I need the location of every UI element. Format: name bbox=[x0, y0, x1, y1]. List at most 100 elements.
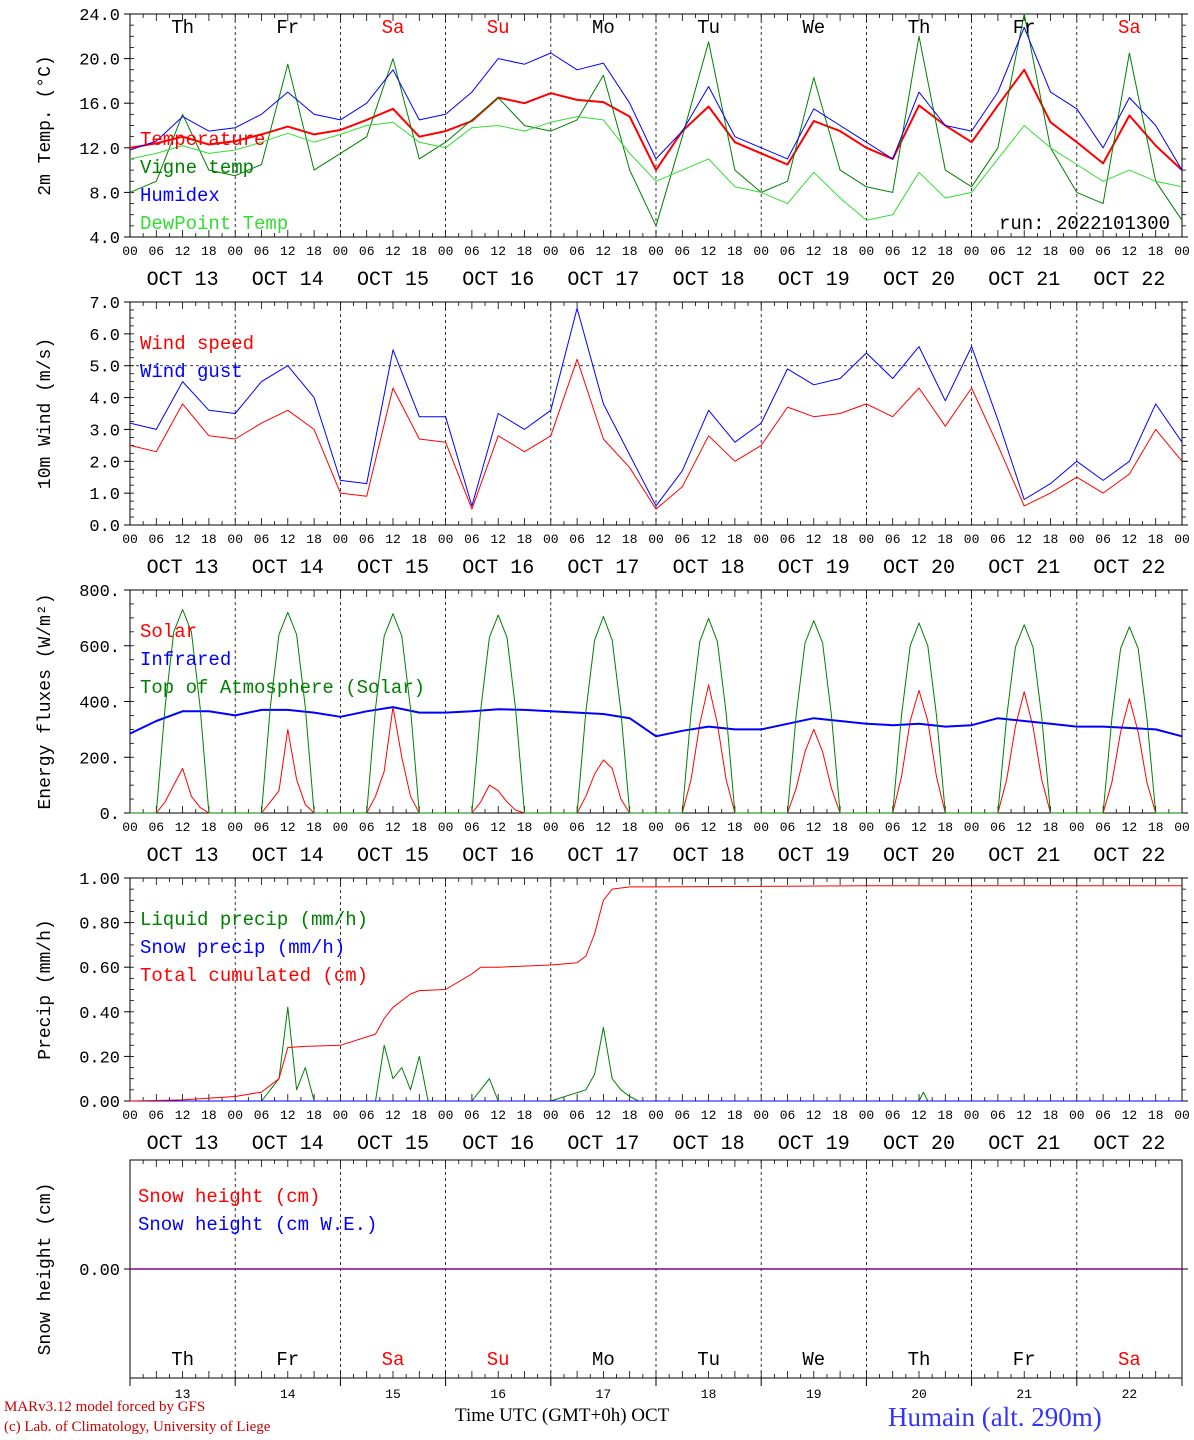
hour-tick-label: 12 bbox=[1016, 820, 1032, 835]
hour-tick-label: 00 bbox=[964, 244, 980, 259]
hour-tick-label: 06 bbox=[990, 532, 1006, 547]
date-label: OCT 17 bbox=[567, 557, 639, 580]
hour-tick-label: 12 bbox=[911, 1108, 927, 1123]
date-label: OCT 20 bbox=[883, 557, 955, 580]
hour-tick-label: 00 bbox=[543, 532, 559, 547]
date-label: OCT 20 bbox=[883, 269, 955, 292]
day-number-label: 20 bbox=[911, 1387, 927, 1402]
y-tick-label: 1.00 bbox=[79, 871, 120, 890]
day-number-label: 17 bbox=[596, 1387, 612, 1402]
hour-tick-label: 18 bbox=[201, 820, 217, 835]
hour-tick-label: 18 bbox=[937, 244, 953, 259]
day-number-label: 16 bbox=[490, 1387, 506, 1402]
hour-tick-label: 00 bbox=[859, 244, 875, 259]
hour-tick-label: 06 bbox=[885, 532, 901, 547]
hour-tick-label: 00 bbox=[753, 244, 769, 259]
hour-tick-label: 12 bbox=[490, 1108, 506, 1123]
hour-tick-label: 18 bbox=[1043, 532, 1059, 547]
y-tick-label: 0.0 bbox=[89, 518, 120, 537]
day-number-label: 15 bbox=[385, 1387, 401, 1402]
hour-tick-label: 00 bbox=[543, 820, 559, 835]
hour-tick-label: 18 bbox=[517, 532, 533, 547]
date-label: OCT 20 bbox=[883, 1133, 955, 1156]
date-label: OCT 13 bbox=[147, 557, 219, 580]
hour-tick-label: 06 bbox=[569, 532, 585, 547]
day-number-label: 22 bbox=[1122, 1387, 1138, 1402]
hour-tick-label: 00 bbox=[964, 1108, 980, 1123]
x-axis-label: Time UTC (GMT+0h) OCT bbox=[455, 1405, 670, 1426]
date-label: OCT 13 bbox=[147, 845, 219, 868]
hour-tick-label: 06 bbox=[674, 1108, 690, 1123]
day-name-label: Fr bbox=[276, 17, 299, 39]
hour-tick-label: 00 bbox=[648, 244, 664, 259]
date-label: OCT 19 bbox=[778, 269, 850, 292]
date-label: OCT 14 bbox=[252, 557, 324, 580]
date-label: OCT 17 bbox=[567, 269, 639, 292]
hour-tick-label: 06 bbox=[885, 820, 901, 835]
hour-tick-label: 06 bbox=[990, 1108, 1006, 1123]
lab-credit: (c) Lab. of Climatology, University of L… bbox=[4, 1419, 271, 1435]
hour-tick-label: 00 bbox=[543, 244, 559, 259]
hour-tick-label: 06 bbox=[359, 1108, 375, 1123]
day-name-label: Tu bbox=[697, 17, 720, 39]
legend-entry: Snow precip (mm/h) bbox=[140, 937, 345, 959]
panel-temperature: 4.0 8.0 12.0 16.0 20.0 24.0 2m Temp. (°C) Tempe… bbox=[36, 7, 1190, 292]
y-tick-label: 1.0 bbox=[89, 486, 120, 505]
hour-tick-label: 00 bbox=[122, 820, 138, 835]
legend-entry: Snow height (cm W.E.) bbox=[138, 1214, 377, 1236]
model-credit: MARv3.12 model forced by GFS bbox=[4, 1399, 206, 1415]
day-name-label: Mo bbox=[592, 17, 615, 39]
hour-tick-label: 18 bbox=[306, 532, 322, 547]
day-name-label: Sa bbox=[382, 1349, 405, 1371]
hour-tick-label: 00 bbox=[859, 532, 875, 547]
hour-tick-label: 12 bbox=[280, 244, 296, 259]
hour-tick-label: 18 bbox=[937, 820, 953, 835]
hour-tick-label: 00 bbox=[1174, 1108, 1190, 1123]
hour-tick-label: 12 bbox=[175, 532, 191, 547]
date-label: OCT 13 bbox=[147, 1133, 219, 1156]
hour-tick-label: 06 bbox=[148, 532, 164, 547]
day-name-label: Fr bbox=[276, 1349, 299, 1371]
hour-tick-label: 18 bbox=[201, 244, 217, 259]
hour-tick-label: 18 bbox=[411, 820, 427, 835]
panel-energy: 0. 200. 400. 600. 800. Energy fluxes (W/m²) So… bbox=[36, 583, 1190, 868]
hour-tick-label: 06 bbox=[359, 820, 375, 835]
panel-precip: 0.00 0.20 0.40 0.60 0.80 1.00 Precip (mm/h) Liq… bbox=[36, 871, 1190, 1156]
hour-tick-label: 06 bbox=[359, 244, 375, 259]
date-label: OCT 21 bbox=[988, 557, 1060, 580]
hour-tick-label: 06 bbox=[464, 532, 480, 547]
legend-entry: Total cumulated (cm) bbox=[140, 965, 368, 987]
day-name-label: Sa bbox=[382, 17, 405, 39]
hour-tick-label: 12 bbox=[1016, 244, 1032, 259]
hour-tick-label: 06 bbox=[780, 244, 796, 259]
y-tick-label: 0.80 bbox=[79, 916, 120, 935]
hour-tick-label: 00 bbox=[227, 532, 243, 547]
date-label: OCT 18 bbox=[673, 845, 745, 868]
hour-tick-label: 12 bbox=[596, 820, 612, 835]
day-number-label: 13 bbox=[175, 1387, 191, 1402]
hour-tick-label: 00 bbox=[333, 820, 349, 835]
hour-tick-label: 18 bbox=[306, 1108, 322, 1123]
panel-snow: 0.00 Snow height (cm) Snow height (cm) Snow… bbox=[36, 1159, 1188, 1402]
hour-tick-label: 18 bbox=[727, 532, 743, 547]
date-label: OCT 19 bbox=[778, 845, 850, 868]
legend-entry: DewPoint Temp bbox=[140, 213, 288, 235]
hour-tick-label: 06 bbox=[780, 820, 796, 835]
series-line-dewpoint-temp bbox=[129, 116, 1183, 221]
date-label: OCT 16 bbox=[462, 1133, 534, 1156]
hour-tick-label: 12 bbox=[911, 532, 927, 547]
hour-tick-label: 06 bbox=[1095, 820, 1111, 835]
legend-entry: Solar bbox=[140, 621, 197, 643]
y-axis-label: Snow height (cm) bbox=[36, 1183, 56, 1356]
day-number-label: 19 bbox=[806, 1387, 822, 1402]
hour-tick-label: 06 bbox=[1095, 532, 1111, 547]
hour-tick-label: 12 bbox=[911, 244, 927, 259]
hour-tick-label: 18 bbox=[622, 532, 638, 547]
y-tick-label: 0.20 bbox=[79, 1049, 120, 1068]
date-label: OCT 21 bbox=[988, 1133, 1060, 1156]
legend-entry: Snow height (cm) bbox=[138, 1186, 320, 1208]
hour-tick-label: 00 bbox=[333, 532, 349, 547]
hour-tick-label: 18 bbox=[201, 532, 217, 547]
hour-tick-label: 00 bbox=[1069, 1108, 1085, 1123]
date-label: OCT 17 bbox=[567, 1133, 639, 1156]
